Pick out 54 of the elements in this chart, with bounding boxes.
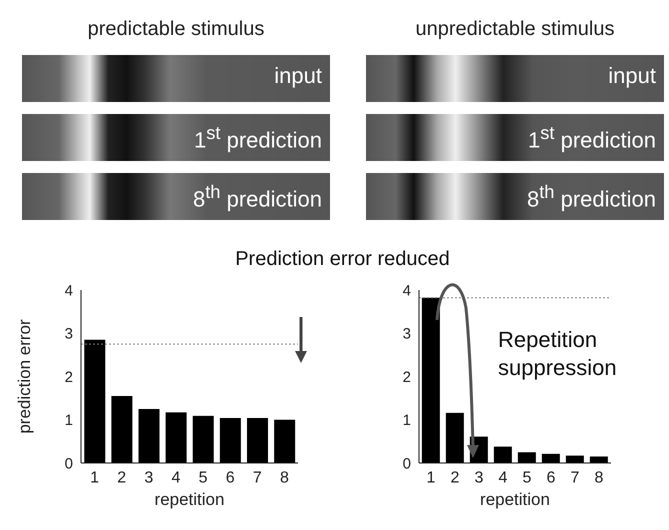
x-tick-label: 2 [450, 469, 460, 486]
y-tick-label: 3 [402, 326, 411, 343]
y-tick-label: 1 [64, 412, 73, 430]
bar [446, 412, 464, 463]
y-tick-label: 0 [402, 455, 411, 472]
text: 8$^{th}$ prediction [526, 181, 656, 212]
bar [590, 456, 608, 463]
x-tick-label: 1 [90, 469, 100, 486]
bar [138, 408, 160, 463]
bar [422, 298, 440, 463]
text: 1$^{st}$ prediction [528, 122, 656, 154]
text: unpredictable stimulus [414, 18, 616, 41]
bar [566, 456, 584, 463]
x-tick-label: 8 [594, 469, 604, 486]
x-tick-label: 5 [198, 469, 208, 486]
x-tick-label: 6 [546, 469, 556, 486]
text: 8$^{th}$ prediction [192, 181, 322, 212]
x-axis-title: repetition [154, 490, 224, 509]
y-axis-title: prediction error [15, 319, 34, 434]
bar [111, 396, 132, 463]
x-tick-label: 8 [280, 469, 289, 486]
y-tick-label: 0 [64, 455, 73, 472]
bar [192, 416, 214, 463]
text: predictable stimulus [86, 18, 266, 41]
y-tick-label: 4 [64, 282, 73, 300]
x-tick-label: 7 [570, 469, 580, 486]
text: input [274, 63, 322, 89]
bar [494, 446, 512, 463]
y-tick-label: 4 [402, 282, 411, 300]
bar [220, 418, 241, 463]
x-axis-title: repetition [480, 490, 550, 509]
text: Prediction error reduced [234, 248, 451, 271]
x-tick-label: 4 [171, 469, 180, 486]
x-tick-label: 3 [144, 469, 154, 486]
text: 1$^{st}$ prediction [194, 122, 322, 154]
y-tick-label: 2 [64, 368, 73, 386]
y-tick-label: 1 [402, 412, 411, 430]
bar [84, 340, 106, 463]
y-tick-label: 3 [64, 326, 73, 343]
annotation: Repetition suppression [498, 326, 618, 382]
bar [518, 452, 536, 463]
x-tick-label: 1 [426, 469, 436, 486]
x-tick-label: 7 [252, 469, 262, 486]
bar [274, 420, 296, 463]
bar [542, 454, 560, 463]
x-tick-label: 2 [117, 469, 126, 486]
y-tick-label: 2 [402, 368, 411, 386]
x-tick-label: 3 [474, 469, 484, 486]
text: input [608, 63, 656, 89]
x-tick-label: 5 [522, 469, 532, 486]
bar [247, 418, 268, 463]
x-tick-label: 4 [498, 469, 508, 486]
bar [166, 412, 187, 463]
x-tick-label: 6 [226, 469, 235, 486]
